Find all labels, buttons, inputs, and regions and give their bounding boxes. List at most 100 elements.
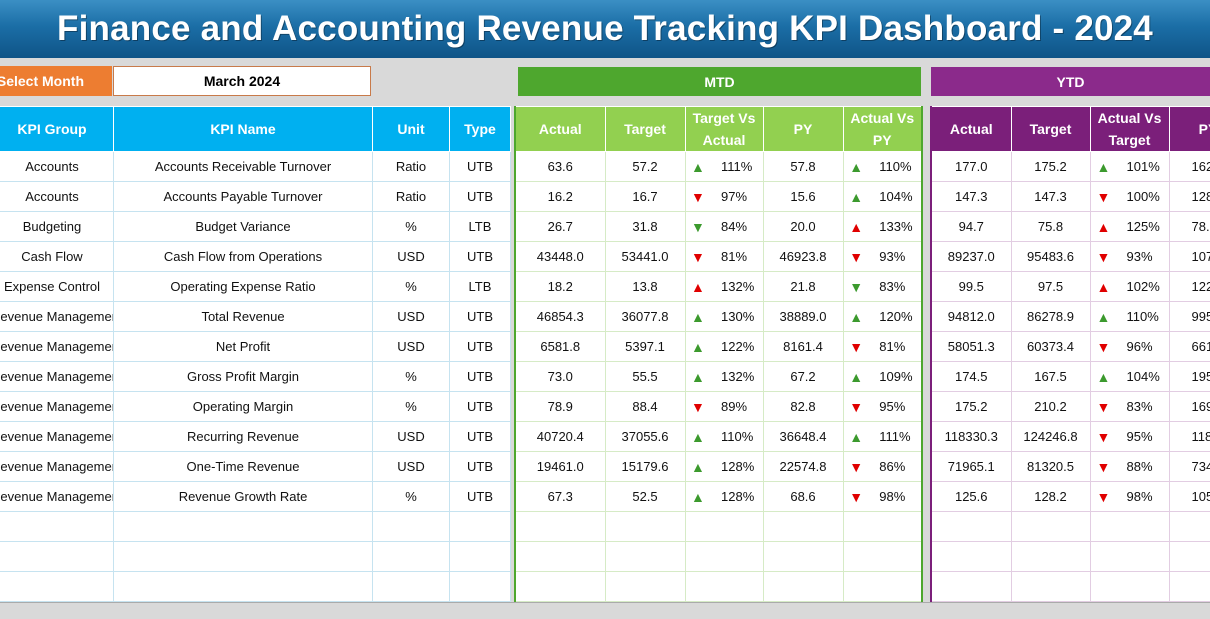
- empty-row: [0, 511, 511, 542]
- mtd-actual-cell: 46854.3: [514, 301, 606, 332]
- dashboard-title-bar: Finance and Accounting Revenue Tracking …: [0, 0, 1210, 58]
- up-arrow-icon: ▲: [1096, 278, 1111, 295]
- mtd-row: 43448.0 53441.0 ▼ 81% 46923.8 ▼ 93%: [514, 241, 923, 272]
- percent-value: 128%: [721, 489, 755, 504]
- empty-cell: [762, 541, 844, 572]
- down-arrow-icon: ▼: [1096, 398, 1111, 415]
- percent-value: 95%: [879, 399, 906, 414]
- up-arrow-icon: ▲: [849, 428, 864, 445]
- kpi-name-cell: Cash Flow from Operations: [113, 241, 373, 272]
- empty-cell: [113, 541, 373, 572]
- ytd-py-cell: 11833: [1168, 421, 1210, 452]
- type-cell: UTB: [449, 421, 511, 452]
- ytd-row: 94.7 75.8 ▲ 125% 78.: [930, 211, 1210, 242]
- type-cell: UTB: [449, 241, 511, 272]
- percent-value: 81%: [879, 339, 906, 354]
- mtd-target-cell: 15179.6: [604, 451, 686, 482]
- kpi-group-cell: Revenue Management: [0, 361, 114, 392]
- kpi-name-cell: Gross Profit Margin: [113, 361, 373, 392]
- unit-cell: %: [372, 361, 450, 392]
- ytd-actual-vs-target-cell: ▼ 95%: [1089, 421, 1170, 452]
- empty-cell: [372, 541, 450, 572]
- empty-cell: [1010, 541, 1091, 572]
- kpi-row: Revenue ManagementGross Profit Margin%UT…: [0, 361, 511, 392]
- mtd-actual-cell: 78.9: [514, 391, 606, 422]
- empty-cell: [604, 571, 686, 602]
- percent-value: 83%: [1126, 399, 1153, 414]
- empty-cell: [604, 541, 686, 572]
- percent-value: 110%: [1126, 309, 1159, 324]
- mtd-header-actual: Actual: [514, 106, 606, 152]
- mtd-target-cell: 53441.0: [604, 241, 686, 272]
- empty-cell: [113, 511, 373, 542]
- up-arrow-icon: ▲: [1096, 158, 1111, 175]
- up-arrow-icon: ▲: [691, 308, 705, 325]
- empty-cell: [684, 571, 764, 602]
- ytd-section-header: YTD: [931, 67, 1210, 96]
- ytd-actual-vs-target-cell: ▲ 125%: [1089, 211, 1170, 242]
- empty-cell: [372, 571, 450, 602]
- mtd-target-cell: 37055.6: [604, 421, 686, 452]
- mtd-actual-cell: 63.6: [514, 151, 606, 182]
- empty-cell: [449, 571, 511, 602]
- mtd-actual-vs-py-cell: ▼ 83%: [842, 271, 923, 302]
- ytd-target-cell: 175.2: [1010, 151, 1091, 182]
- mtd-row: 19461.0 15179.6 ▲ 128% 22574.8 ▼ 86%: [514, 451, 923, 482]
- mtd-section-header: MTD: [518, 67, 921, 96]
- down-arrow-icon: ▼: [1096, 458, 1111, 475]
- kpi-name-cell: Accounts Payable Turnover: [113, 181, 373, 212]
- ytd-target-cell: 75.8: [1010, 211, 1091, 242]
- ytd-target-cell: 124246.8: [1010, 421, 1091, 452]
- mtd-row: 26.7 31.8 ▼ 84% 20.0 ▲ 133%: [514, 211, 923, 242]
- ytd-header-py: PY: [1168, 106, 1210, 152]
- unit-cell: %: [372, 481, 450, 512]
- mtd-target-cell: 55.5: [604, 361, 686, 392]
- mtd-target-vs-actual-cell: ▲ 128%: [684, 451, 764, 482]
- ytd-py-cell: 128: [1168, 181, 1210, 212]
- mtd-py-cell: 67.2: [762, 361, 844, 392]
- type-cell: UTB: [449, 301, 511, 332]
- kpi-name-cell: Accounts Receivable Turnover: [113, 151, 373, 182]
- ytd-py-cell: 9955: [1168, 301, 1210, 332]
- ytd-row: 99.597.5 ▲ 102% 122: [930, 271, 1210, 302]
- type-cell: LTB: [449, 211, 511, 242]
- ytd-actual-cell: 99.5: [930, 271, 1012, 302]
- mtd-target-cell: 52.5: [604, 481, 686, 512]
- ytd-py-cell: 78.: [1168, 211, 1210, 242]
- kpi-row: Budgeting Budget Variance% LTB: [0, 211, 511, 242]
- empty-cell: [1010, 511, 1091, 542]
- up-arrow-icon: ▲: [1096, 308, 1111, 325]
- percent-value: 93%: [1126, 249, 1153, 264]
- percent-value: 101%: [1126, 159, 1160, 174]
- ytd-actual-vs-target-cell: ▼ 88%: [1089, 451, 1170, 482]
- kpi-row: Expense Control Operating Expense Ratio% L…: [0, 271, 511, 302]
- up-arrow-icon: ▲: [849, 218, 864, 235]
- kpi-info-table: KPI Group KPI Name Unit Type Accounts Accoun…: [0, 106, 511, 602]
- mtd-actual-cell: 73.0: [514, 361, 606, 392]
- mtd-target-vs-actual-cell: ▲ 111%: [684, 151, 764, 182]
- mtd-py-cell: 68.6: [762, 481, 844, 512]
- mtd-actual-vs-py-cell: ▲ 104%: [842, 181, 923, 212]
- percent-value: 122%: [721, 339, 755, 354]
- ytd-actual-vs-target-cell: ▼ 93%: [1089, 241, 1170, 272]
- ytd-py-cell: 122: [1168, 271, 1210, 302]
- ytd-actual-cell: 94.7: [930, 211, 1012, 242]
- mtd-target-cell: 13.8: [604, 271, 686, 302]
- mtd-target-vs-actual-cell: ▲ 132%: [684, 361, 764, 392]
- ytd-actual-vs-target-cell: ▲ 101%: [1089, 151, 1170, 182]
- percent-value: 89%: [721, 399, 748, 414]
- mtd-py-cell: 38889.0: [762, 301, 844, 332]
- percent-value: 133%: [879, 219, 913, 234]
- ytd-actual-cell: 118330.3: [930, 421, 1012, 452]
- empty-cell: [0, 511, 114, 542]
- up-arrow-icon: ▲: [691, 458, 705, 475]
- up-arrow-icon: ▲: [849, 158, 864, 175]
- unit-cell: USD: [372, 241, 450, 272]
- month-select-dropdown[interactable]: March 2024: [113, 66, 371, 96]
- mtd-target-cell: 31.8: [604, 211, 686, 242]
- ytd-actual-cell: 147.3: [930, 181, 1012, 212]
